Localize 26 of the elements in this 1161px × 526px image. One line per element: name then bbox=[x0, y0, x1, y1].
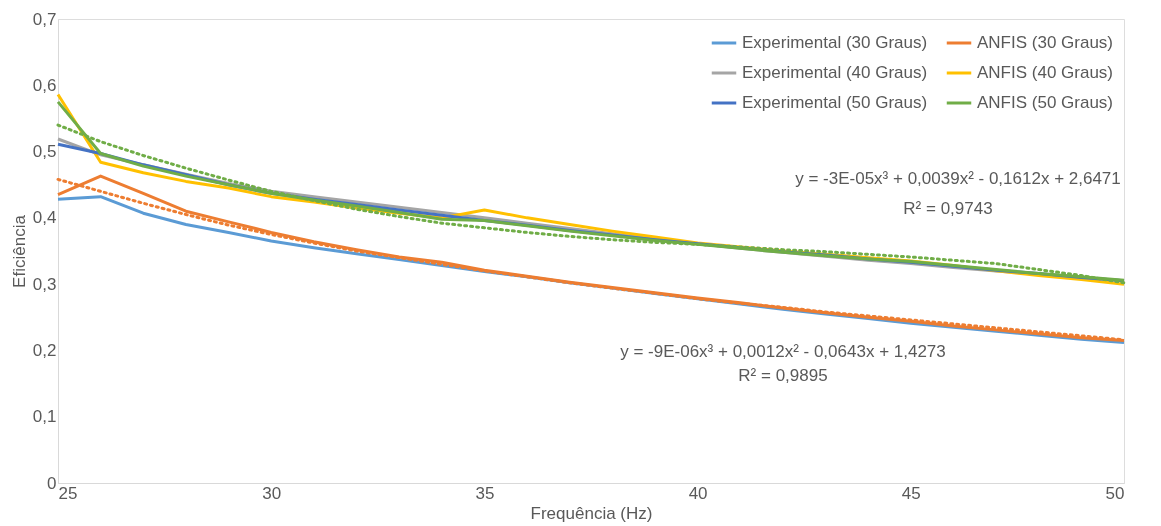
x-tick-label: 40 bbox=[688, 483, 708, 503]
y-tick-label: 0,6 bbox=[32, 75, 57, 95]
x-tick-label: 25 bbox=[58, 483, 78, 503]
y-tick-label: 0,7 bbox=[32, 9, 57, 29]
x-tick-label: 30 bbox=[262, 483, 282, 503]
y-tick-label: 0,5 bbox=[32, 142, 57, 162]
y-tick-label: 0,3 bbox=[32, 274, 57, 294]
y-tick-label: 0 bbox=[47, 473, 57, 493]
y-tick-label: 0,4 bbox=[32, 208, 57, 228]
x-axis-title: Frequência (Hz) bbox=[530, 503, 653, 523]
annotation: y = -9E-06x³ + 0,0012x² - 0,0643x + 1,4273 bbox=[620, 342, 946, 361]
legend-label: Experimental (30 Graus) bbox=[742, 33, 928, 52]
y-tick-label: 0,2 bbox=[32, 340, 57, 360]
annotation: R² = 0,9895 bbox=[738, 366, 828, 385]
y-tick-label: 0,1 bbox=[32, 407, 57, 427]
y-axis-title: Eficiência bbox=[9, 214, 29, 288]
x-tick-label: 45 bbox=[901, 483, 921, 503]
legend-label: Experimental (40 Graus) bbox=[742, 63, 928, 82]
annotation: R² = 0,9743 bbox=[903, 199, 993, 218]
legend-label: ANFIS (30 Graus) bbox=[977, 33, 1114, 52]
annotation: y = -3E-05x³ + 0,0039x² - 0,1612x + 2,6471 bbox=[795, 169, 1121, 188]
legend-label: ANFIS (40 Graus) bbox=[977, 63, 1114, 82]
legend-label: Experimental (50 Graus) bbox=[742, 93, 928, 112]
x-tick-label: 35 bbox=[475, 483, 495, 503]
legend-label: ANFIS (50 Graus) bbox=[977, 93, 1114, 112]
x-tick-label: 50 bbox=[1105, 483, 1125, 503]
